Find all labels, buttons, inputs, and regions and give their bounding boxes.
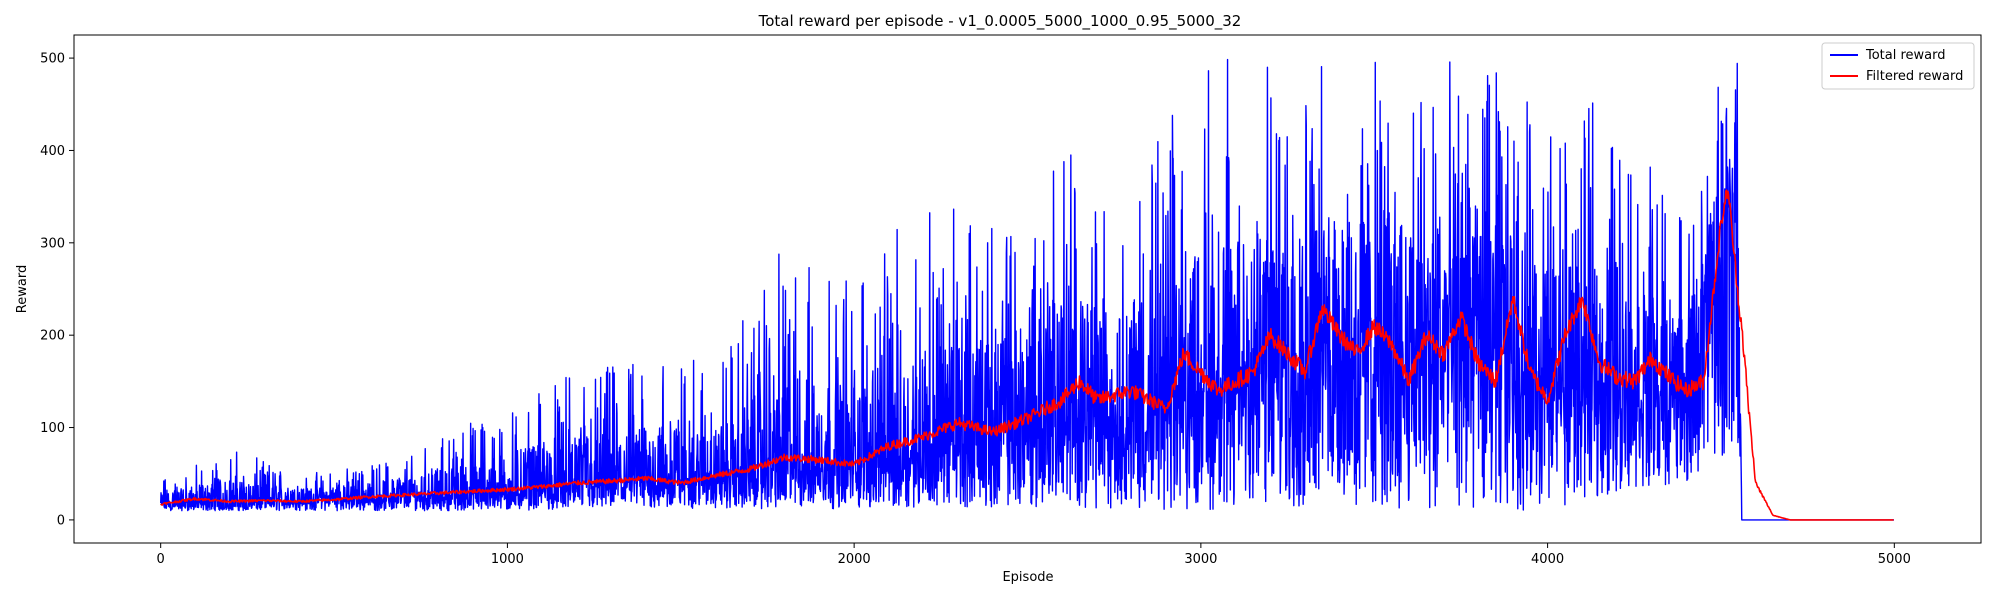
y-tick-label: 200 — [40, 329, 65, 344]
plot-frame — [73, 34, 1982, 544]
x-axis-label: Episode — [1002, 570, 1053, 585]
y-tick-label: 400 — [40, 144, 65, 159]
y-tick-label: 300 — [40, 236, 65, 251]
y-tick-label: 500 — [40, 52, 65, 67]
x-axis: 0 1000 2000 3000 4000 5000 — [157, 543, 1911, 567]
y-axis: 0 100 200 300 400 500 — [40, 52, 74, 528]
x-tick-label: 0 — [157, 552, 165, 567]
legend-box — [1821, 42, 1975, 90]
x-tick-label: 3000 — [1184, 552, 1217, 567]
chart-title: Total reward per episode - v1_0.0005_500… — [758, 12, 1242, 31]
legend-label-filtered-reward: Filtered reward — [1866, 69, 1963, 84]
x-tick-label: 4000 — [1531, 552, 1564, 567]
legend: Total reward Filtered reward — [1821, 42, 1975, 90]
series-total-reward-line — [159, 58, 1895, 521]
legend-label-total-reward: Total reward — [1865, 48, 1946, 63]
x-tick-label: 5000 — [1878, 552, 1911, 567]
series-layer — [159, 58, 1895, 521]
y-tick-label: 0 — [57, 513, 65, 528]
series-filtered-reward-line — [160, 189, 1894, 521]
y-tick-label: 100 — [40, 421, 65, 436]
x-tick-label: 2000 — [838, 552, 871, 567]
y-axis-label: Reward — [15, 265, 30, 313]
x-tick-label: 1000 — [491, 552, 524, 567]
